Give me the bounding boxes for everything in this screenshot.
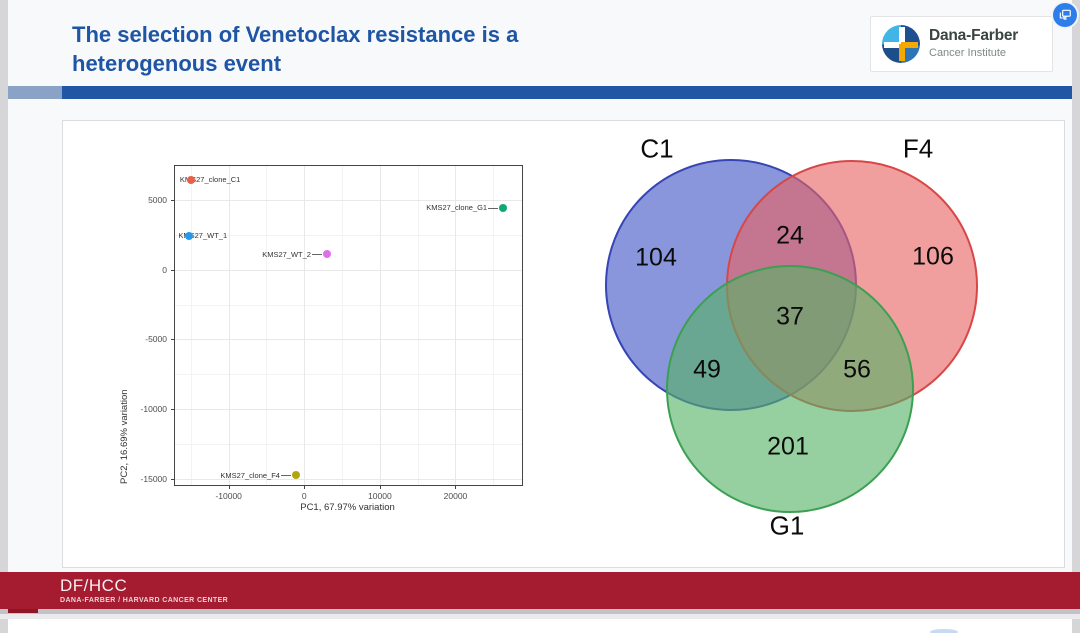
y-tick	[171, 199, 175, 201]
scatter-point-label: KMS27_WT_2	[262, 249, 311, 259]
slide-gap-shadow	[0, 609, 1080, 614]
y-tick	[171, 339, 175, 341]
scatter-point	[291, 471, 300, 480]
venn-circle-G1	[666, 265, 914, 513]
gridline-x-minor	[417, 166, 419, 485]
y-tick-label: 0	[162, 264, 167, 275]
page-title-line-2: heterogenous event	[72, 51, 282, 76]
page-title: The selection of Venetoclax resistance i…	[72, 20, 612, 78]
footer-edge	[8, 609, 38, 613]
x-tick	[455, 485, 457, 489]
venn-set-label-C1: C1	[640, 133, 674, 164]
pca-y-axis-title: PC2, 16.69% variation	[119, 389, 130, 484]
x-tick	[304, 485, 306, 489]
present-to-display-icon	[1059, 9, 1071, 20]
gridline-y-major	[175, 339, 522, 341]
label-connector-line	[311, 254, 322, 256]
pca-x-axis-title: PC1, 67.97% variation	[300, 502, 395, 513]
y-tick	[171, 409, 175, 411]
scatter-point	[499, 203, 508, 212]
venn-count-C1: 104	[635, 243, 677, 272]
next-slide-logo-glimpse	[930, 629, 958, 633]
y-tick-label: -15000	[140, 474, 167, 485]
label-connector-line	[488, 207, 499, 209]
footer-subtitle: DANA-FARBER / HARVARD CANCER CENTER	[60, 597, 229, 604]
y-tick	[171, 479, 175, 481]
venn-count-F4: 106	[912, 242, 954, 271]
slide: The selection of Venetoclax resistance i…	[8, 0, 1072, 609]
gridline-y-major	[175, 199, 522, 201]
x-tick	[379, 485, 381, 489]
x-tick-label: 10000	[368, 491, 392, 501]
footer-acronym: DF/HCC	[60, 576, 128, 595]
venn-count-F4-and-G1: 56	[843, 355, 871, 384]
gridline-y-major	[175, 409, 522, 411]
gridline-x-major	[228, 166, 230, 485]
figures-panel: -10000 0 10000 20000 5000 0 -5000 -10000 -15000 K…	[62, 120, 1065, 568]
venn-count-C1-and-F4: 24	[776, 221, 804, 250]
venn-count-C1-and-F4-and-G1: 37	[776, 302, 804, 331]
page-title-line-1: The selection of Venetoclax resistance i…	[72, 22, 519, 47]
x-tick-label: -10000	[215, 491, 242, 501]
x-tick	[228, 485, 230, 489]
display-badge-button[interactable]	[1053, 3, 1077, 27]
scatter-point	[186, 175, 195, 184]
y-tick	[171, 269, 175, 271]
x-tick-label: 0	[301, 491, 307, 501]
venn-count-C1-and-G1: 49	[693, 355, 721, 384]
scatter-point	[322, 250, 331, 259]
scatter-point-label: KMS27_clone_C1	[179, 175, 241, 185]
accent-bar-light-segment	[8, 86, 62, 99]
logo-name: Dana-Farber	[929, 27, 1019, 44]
dana-farber-pinwheel-icon	[882, 25, 920, 63]
gridline-x-major	[379, 166, 381, 485]
gridline-x-major	[304, 166, 306, 485]
gridline-y-minor	[175, 374, 522, 376]
dfhcc-footer-banner: DF/HCC DANA-FARBER / HARVARD CANCER CENT…	[0, 572, 1080, 609]
gridline-x-minor	[190, 166, 192, 485]
accent-bar	[8, 86, 1072, 99]
gridline-x-major	[455, 166, 457, 485]
venn-set-label-G1: G1	[769, 510, 805, 541]
x-tick-label: 20000	[443, 491, 468, 501]
pca-scatter-plot: -10000 0 10000 20000 5000 0 -5000 -10000 -15000 K…	[141, 165, 523, 501]
gridline-y-major	[175, 269, 522, 271]
logo-subtitle: Cancer Institute	[929, 47, 1007, 59]
y-tick-label: -5000	[145, 334, 167, 345]
y-tick-label: 5000	[148, 194, 167, 205]
venn-count-G1: 201	[767, 432, 809, 461]
logo-card: Dana-Farber Cancer Institute	[870, 16, 1053, 72]
scatter-point-label: KMS27_clone_F4	[220, 470, 280, 480]
y-tick-label: -10000	[140, 404, 167, 415]
gridline-y-minor	[175, 304, 522, 306]
scatter-point-label: KMS27_clone_G1	[426, 203, 488, 213]
label-connector-line	[280, 475, 291, 477]
next-slide-preview	[8, 619, 1072, 633]
venn-set-label-F4: F4	[902, 133, 934, 164]
gridline-x-minor	[342, 166, 344, 485]
gridline-x-minor	[493, 166, 495, 485]
scatter-point	[185, 231, 194, 240]
slide-gap	[0, 614, 1080, 619]
gridline-y-minor	[175, 444, 522, 446]
gridline-x-minor	[266, 166, 268, 485]
gridline-y-minor	[175, 234, 522, 236]
logo-text: Dana-Farber Cancer Institute	[929, 27, 1018, 59]
scatter-point-label: KMS27_WT_1	[178, 231, 228, 241]
gridline-y-major	[175, 479, 522, 481]
